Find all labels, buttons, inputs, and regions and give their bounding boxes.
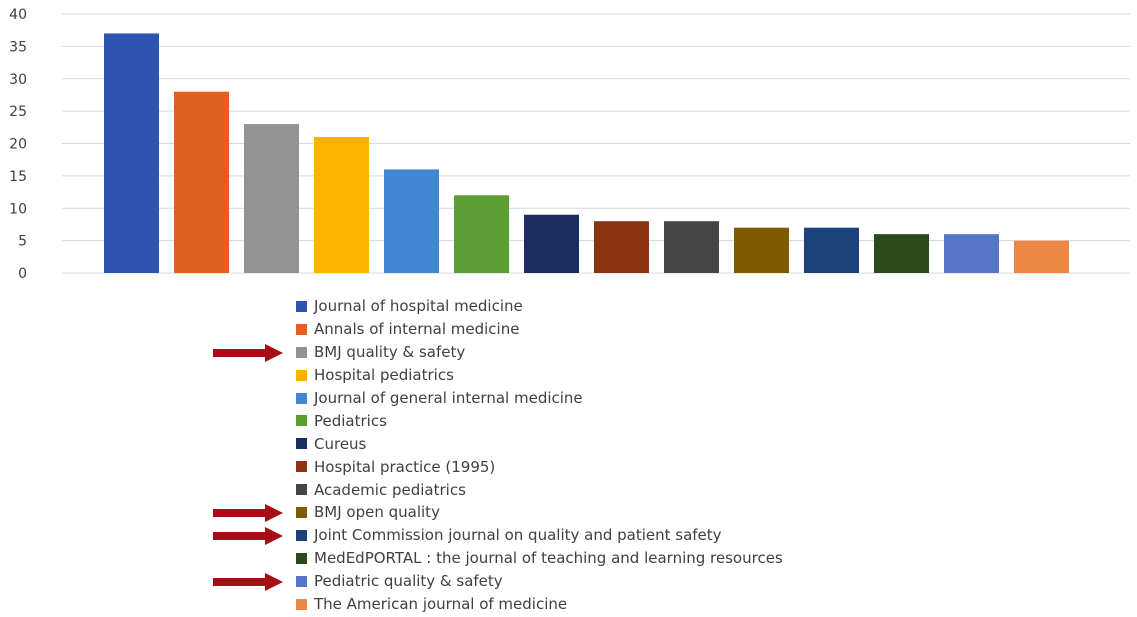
bar (944, 234, 999, 273)
legend-label: BMJ open quality (314, 503, 440, 522)
y-tick-label: 0 (18, 266, 27, 282)
legend-label: Annals of internal medicine (314, 320, 520, 339)
legend-label: Hospital pediatrics (314, 366, 454, 385)
legend-label: Academic pediatrics (314, 480, 466, 499)
legend: Journal of hospital medicine Annals of in… (213, 295, 783, 616)
y-axis-ticks: 0 5 10 15 20 25 30 35 40 (9, 7, 27, 282)
legend-item: Hospital practice (1995) (296, 455, 783, 478)
y-tick-label: 15 (9, 169, 27, 185)
legend-swatch (296, 552, 307, 564)
bar-chart: 0 5 10 15 20 25 30 35 40 (9, 7, 1130, 282)
bar (314, 137, 369, 273)
legend-swatch (296, 415, 307, 427)
legend-swatch (296, 369, 307, 381)
legend-item: Pediatric quality & safety (213, 570, 783, 593)
legend-item: MedEdPORTAL : the journal of teaching an… (296, 547, 783, 570)
bar (384, 169, 439, 273)
legend-swatch (296, 346, 307, 358)
legend-swatch (296, 461, 307, 473)
bar (804, 227, 859, 273)
bar (454, 195, 509, 273)
bar (174, 91, 229, 273)
legend-label: Hospital practice (1995) (314, 457, 496, 476)
bar (104, 33, 159, 273)
legend-label: BMJ quality & safety (314, 343, 466, 362)
bar (734, 227, 789, 273)
legend-item: Academic pediatrics (296, 478, 783, 501)
bar (524, 214, 579, 273)
legend-swatch (296, 506, 307, 518)
legend-swatch (296, 323, 307, 335)
legend-swatch (296, 529, 307, 541)
legend-item: Annals of internal medicine (296, 318, 783, 341)
y-tick-label: 25 (9, 104, 27, 120)
y-tick-label: 10 (9, 201, 27, 217)
legend-item: Journal of hospital medicine (296, 295, 783, 318)
legend-swatch (296, 575, 307, 587)
legend-item: Hospital pediatrics (296, 364, 783, 387)
legend-label: MedEdPORTAL : the journal of teaching an… (314, 549, 783, 568)
legend-label: Pediatric quality & safety (314, 572, 503, 591)
arrow-right-icon (213, 343, 283, 362)
legend-swatch (296, 392, 307, 404)
y-tick-label: 30 (9, 72, 27, 88)
legend-item: BMJ quality & safety (213, 341, 783, 364)
legend-item: Cureus (296, 432, 783, 455)
bar (244, 124, 299, 273)
legend-label: Joint Commission journal on quality and … (314, 526, 722, 545)
arrow-right-icon (213, 526, 283, 545)
y-tick-label: 5 (18, 234, 27, 250)
gridlines (62, 13, 1130, 274)
legend-label: Cureus (314, 434, 367, 453)
y-tick-label: 35 (9, 39, 27, 55)
y-tick-label: 40 (9, 7, 27, 23)
legend-item: Journal of general internal medicine (296, 387, 783, 410)
bar (594, 221, 649, 273)
arrow-right-icon (213, 572, 283, 591)
legend-item: Joint Commission journal on quality and … (213, 524, 783, 547)
bar (1014, 240, 1069, 273)
legend-swatch (296, 438, 307, 450)
legend-swatch (296, 300, 307, 312)
legend-label: Pediatrics (314, 411, 387, 430)
y-tick-label: 20 (9, 137, 27, 153)
legend-label: The American journal of medicine (314, 595, 568, 614)
bars (104, 33, 1069, 273)
legend-item: Pediatrics (296, 409, 783, 432)
legend-label: Journal of hospital medicine (314, 297, 523, 316)
bar (664, 221, 719, 273)
legend-swatch (296, 484, 307, 496)
legend-swatch (296, 598, 307, 610)
arrow-right-icon (213, 504, 283, 523)
bar (874, 234, 929, 273)
legend-item: BMJ open quality (213, 501, 783, 524)
legend-item: The American journal of medicine (296, 593, 783, 616)
legend-label: Journal of general internal medicine (314, 389, 583, 407)
